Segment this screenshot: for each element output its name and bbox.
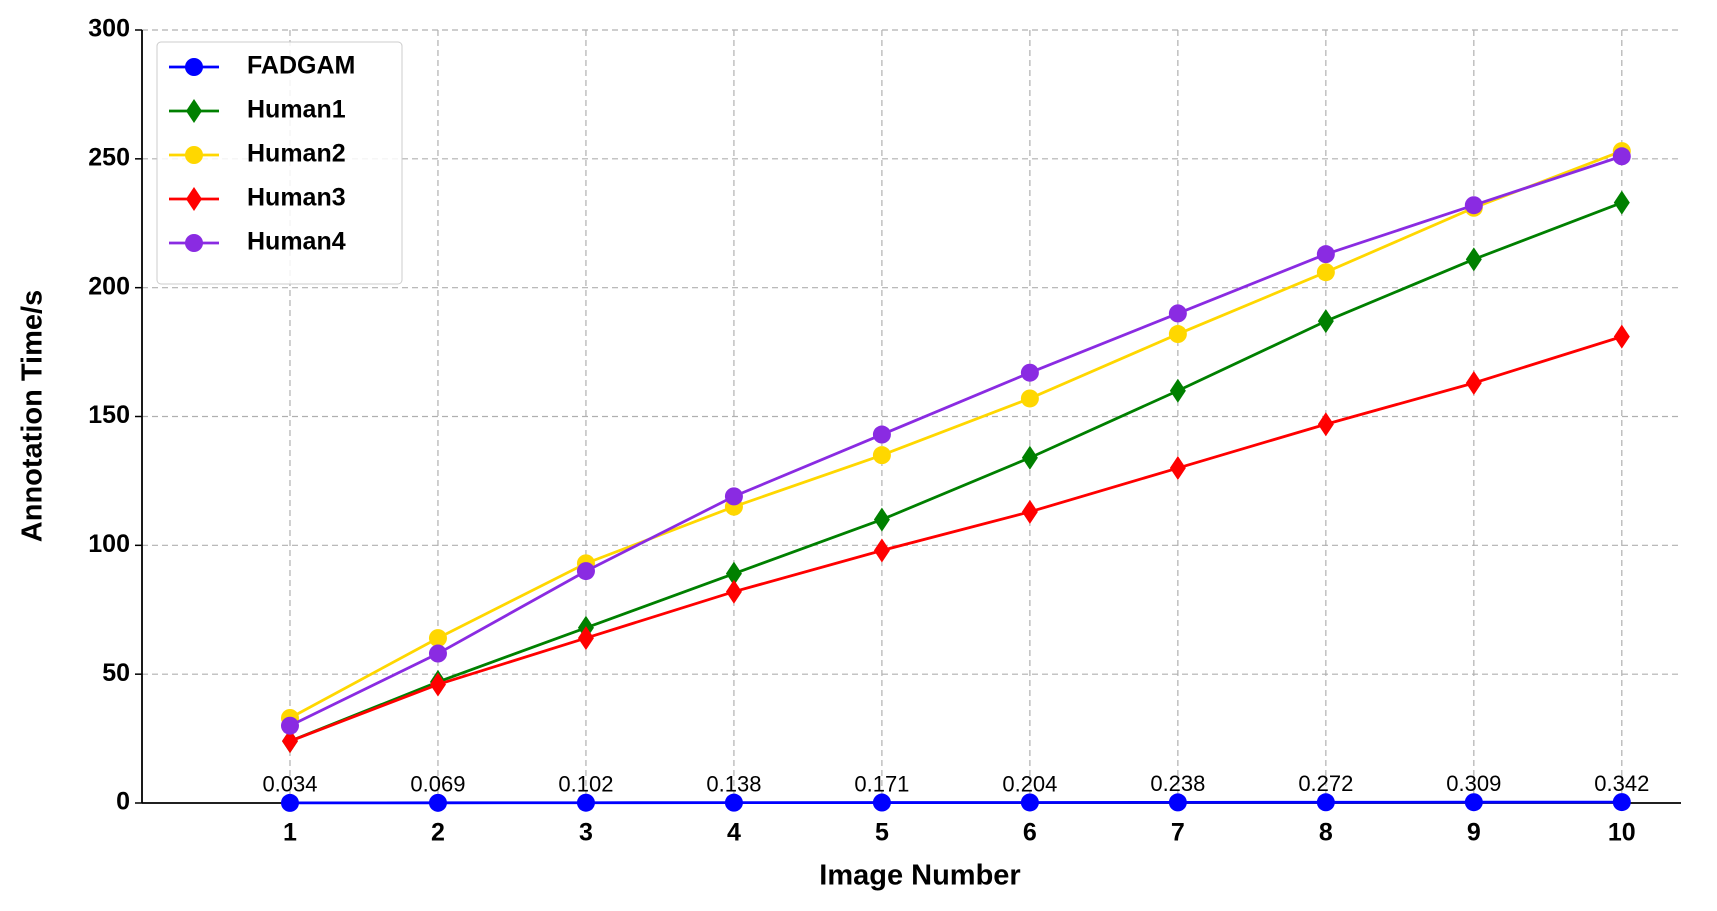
y-tick-label: 200: [88, 272, 130, 300]
marker: [577, 626, 594, 651]
value-label: 0.171: [854, 771, 909, 796]
marker: [281, 729, 298, 754]
x-tick-label: 10: [1608, 819, 1636, 847]
y-tick-label: 250: [88, 143, 130, 171]
x-tick-label: 3: [579, 819, 593, 847]
series: [280, 142, 1631, 727]
legend-marker: [186, 187, 202, 211]
marker: [428, 793, 447, 812]
y-axis-label: Annotation Time/s: [17, 290, 49, 542]
marker: [1613, 190, 1630, 215]
legend-box: [156, 41, 403, 285]
marker: [280, 716, 299, 735]
series-line: [289, 149, 1623, 720]
marker: [1168, 304, 1187, 323]
marker: [1020, 363, 1039, 382]
marker: [1168, 325, 1187, 344]
series-line: [289, 154, 1623, 727]
marker: [1316, 245, 1335, 264]
y-tick-label: 100: [88, 530, 130, 558]
marker: [1020, 389, 1039, 408]
marker: [872, 793, 891, 812]
marker: [1317, 412, 1334, 437]
marker: [1020, 793, 1039, 812]
legend-marker: [185, 58, 203, 76]
value-label: 0.272: [1298, 771, 1353, 796]
legend-label: Human4: [247, 228, 346, 256]
marker: [429, 672, 446, 697]
legend-label: Human3: [247, 184, 346, 212]
marker: [1465, 247, 1482, 272]
series: [281, 324, 1630, 754]
series: [280, 793, 1631, 812]
marker: [1464, 196, 1483, 215]
legend-label: Human2: [247, 140, 346, 168]
marker: [873, 538, 890, 563]
marker: [428, 644, 447, 663]
y-tick-label: 300: [88, 15, 130, 43]
marker: [872, 425, 891, 444]
x-tick-label: 8: [1319, 819, 1333, 847]
marker: [1613, 324, 1630, 349]
y-tick-label: 150: [88, 401, 130, 429]
value-label: 0.204: [1002, 771, 1057, 796]
x-tick-label: 9: [1467, 819, 1481, 847]
marker: [576, 562, 595, 581]
x-axis-label: Image Number: [819, 860, 1020, 892]
marker: [725, 561, 742, 586]
marker: [1612, 147, 1631, 166]
x-tick-label: 5: [875, 819, 889, 847]
marker: [724, 793, 743, 812]
marker: [1465, 371, 1482, 396]
legend-marker: [185, 146, 203, 164]
y-tick-label: 0: [116, 788, 130, 816]
value-label: 0.309: [1446, 771, 1501, 796]
marker: [280, 793, 299, 812]
legend-label: Human1: [247, 96, 346, 124]
series-line: [289, 335, 1623, 743]
series-line: [289, 201, 1623, 743]
marker: [576, 793, 595, 812]
value-label: 0.034: [262, 772, 317, 797]
marker: [1169, 456, 1186, 481]
x-tick-label: 2: [431, 819, 445, 847]
series: [280, 147, 1631, 735]
marker: [428, 629, 447, 648]
marker: [1316, 263, 1335, 282]
legend-marker: [186, 99, 202, 123]
marker: [1316, 793, 1335, 812]
x-tick-label: 7: [1171, 819, 1185, 847]
marker: [1169, 378, 1186, 403]
legend-marker: [185, 234, 203, 252]
value-label: 0.238: [1150, 771, 1205, 796]
series-line: [289, 800, 1622, 805]
marker: [873, 507, 890, 532]
marker: [725, 579, 742, 604]
marker: [724, 487, 743, 506]
value-label: 0.069: [410, 772, 465, 797]
legend-label: FADGAM: [247, 52, 355, 80]
marker: [1021, 445, 1038, 470]
y-tick-label: 50: [102, 659, 130, 687]
x-tick-label: 6: [1023, 819, 1037, 847]
marker: [1021, 499, 1038, 524]
value-label: 0.102: [558, 772, 613, 797]
value-label: 0.342: [1594, 771, 1649, 796]
x-tick-label: 4: [727, 819, 741, 847]
marker: [872, 446, 891, 465]
value-label: 0.138: [706, 771, 761, 796]
x-tick-label: 1: [283, 819, 297, 847]
marker: [1168, 793, 1187, 812]
marker: [1612, 793, 1631, 812]
legend: FADGAM Human1 Human2 Human3 Human4: [156, 41, 403, 285]
marker: [1317, 309, 1334, 334]
marker: [1464, 793, 1483, 812]
